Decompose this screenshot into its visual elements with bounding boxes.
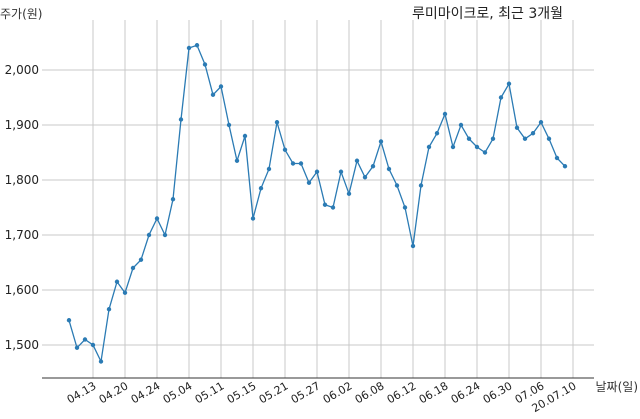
data-point <box>106 307 112 312</box>
data-point <box>538 120 544 125</box>
data-point <box>194 43 200 48</box>
data-point <box>522 136 528 141</box>
grid-lines <box>42 20 594 378</box>
x-tick-label: 05.15 <box>225 379 259 406</box>
data-point <box>186 45 192 51</box>
data-point <box>154 216 160 221</box>
x-axis-label: 날짜(일) <box>596 380 638 394</box>
data-point <box>370 164 376 169</box>
y-axis-label: 주가(원) <box>0 7 42 21</box>
data-point <box>306 180 312 185</box>
x-tick-label: 06.30 <box>481 379 515 406</box>
data-point <box>122 290 128 295</box>
data-point <box>346 191 352 196</box>
data-point <box>378 139 384 144</box>
data-point <box>450 144 456 150</box>
data-point <box>82 337 88 342</box>
data-point <box>250 216 256 221</box>
x-tick-label: 06.02 <box>321 379 355 406</box>
x-tick-label: 05.11 <box>193 379 227 406</box>
data-point <box>298 161 304 166</box>
x-tick-label: 05.04 <box>161 379 195 406</box>
y-tick-label: 2,000 <box>5 63 39 77</box>
y-tick-label: 1,900 <box>5 118 39 132</box>
data-point <box>66 318 72 323</box>
price-series <box>66 43 568 364</box>
data-point <box>482 150 488 155</box>
x-tick-label: 06.24 <box>449 379 483 406</box>
data-point <box>530 131 536 136</box>
data-point <box>402 205 408 210</box>
data-point <box>514 125 520 130</box>
y-tick-labels: 1,500 1,600 1,700 1,800 1,900 2,000 <box>5 63 39 352</box>
data-point <box>162 232 168 238</box>
data-point <box>490 136 496 141</box>
x-tick-labels: 04.1304.2004.2405.0405.1105.1505.2105.27… <box>65 379 579 415</box>
data-point <box>266 166 272 172</box>
data-point <box>330 205 336 210</box>
y-tick-label: 1,800 <box>5 173 39 187</box>
data-point <box>474 144 480 150</box>
data-point <box>338 169 344 174</box>
data-point <box>314 169 320 174</box>
data-point <box>274 120 280 125</box>
data-point <box>130 265 136 271</box>
data-point <box>98 359 104 364</box>
data-point <box>426 144 432 150</box>
x-tick-label: 04.20 <box>97 379 131 406</box>
data-point <box>226 122 232 128</box>
data-point <box>282 147 288 152</box>
x-tick-label: 04.24 <box>129 379 163 406</box>
data-point <box>114 279 120 284</box>
chart-title: 루미마이크로, 최근 3개월 <box>412 6 563 22</box>
x-tick-label: 05.21 <box>257 379 291 406</box>
data-point <box>146 232 152 238</box>
x-tick-label: 06.08 <box>353 379 387 406</box>
data-point <box>466 136 472 141</box>
data-point <box>218 84 224 89</box>
x-tick-label: 06.18 <box>417 379 451 406</box>
y-tick-label: 1,700 <box>5 228 39 242</box>
data-point <box>74 345 80 350</box>
data-point <box>442 111 448 117</box>
data-point <box>178 117 184 122</box>
x-tick-label: 05.27 <box>289 379 323 406</box>
data-point <box>458 122 464 128</box>
x-tick-label: 04.13 <box>65 379 99 406</box>
data-point <box>202 62 208 67</box>
x-tick-label: 06.12 <box>385 379 419 406</box>
y-tick-label: 1,600 <box>5 283 39 297</box>
data-point <box>546 136 552 141</box>
data-point <box>322 202 328 207</box>
data-point <box>498 95 504 100</box>
data-point <box>410 243 416 249</box>
data-point <box>506 81 512 86</box>
data-point <box>418 183 424 188</box>
data-point <box>234 158 240 163</box>
data-point <box>362 175 368 180</box>
data-point <box>170 197 176 202</box>
data-point <box>354 158 360 163</box>
data-point <box>562 164 568 169</box>
data-point <box>90 342 96 348</box>
data-point <box>242 133 248 139</box>
data-point <box>434 131 440 136</box>
data-point <box>210 92 216 97</box>
data-point <box>394 183 400 188</box>
data-point <box>386 166 392 172</box>
data-point <box>258 186 264 191</box>
data-point <box>138 257 144 262</box>
data-point <box>290 161 296 166</box>
data-point <box>554 155 560 161</box>
y-tick-label: 1,500 <box>5 338 39 352</box>
